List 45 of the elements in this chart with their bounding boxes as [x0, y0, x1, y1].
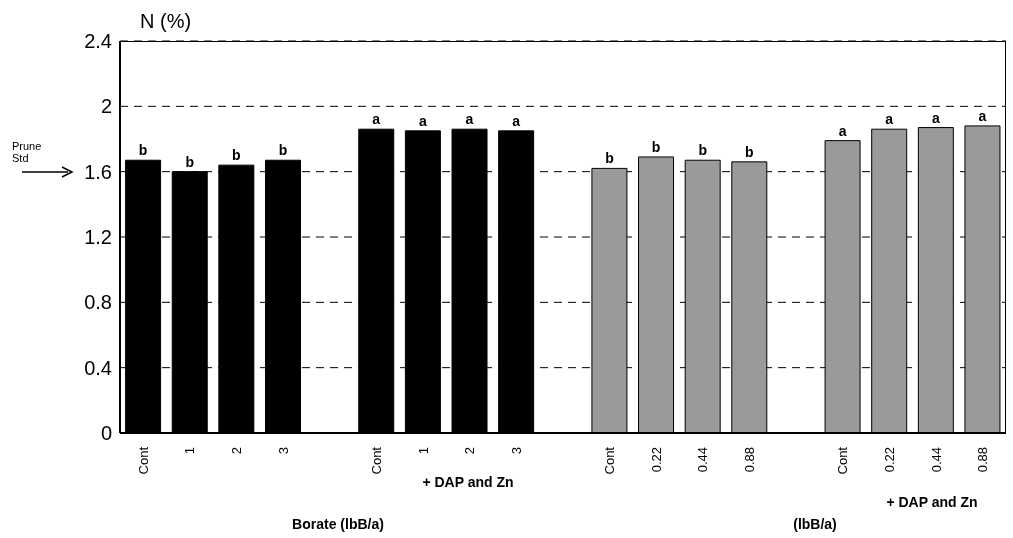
text: Borate (lbB/a)	[292, 516, 384, 532]
x-tick-label: Cont	[835, 446, 851, 475]
x-tick-label: 3	[508, 447, 524, 455]
x-tick-label: 0.88	[742, 447, 758, 473]
y-tick-label: 1.6	[84, 160, 112, 183]
data-label: b	[745, 143, 754, 160]
x-tick-label: 2	[462, 447, 478, 455]
x-tick-label: Cont	[368, 446, 384, 475]
x-tick-label: 1	[182, 447, 198, 455]
data-label: b	[232, 147, 241, 164]
x-tick-label: 2	[229, 447, 245, 455]
y-tick-label: 2	[100, 95, 112, 118]
data-label: a	[838, 122, 847, 139]
data-label: b	[185, 153, 195, 170]
x-tick-label: 0.22	[648, 447, 664, 473]
text: + DAP and Zn	[422, 474, 514, 490]
data-label: a	[978, 107, 987, 124]
x-tick-label: 0.88	[975, 447, 991, 473]
text: + DAP and Zn	[886, 494, 978, 510]
y-tick-label: 0.4	[84, 356, 112, 379]
data-label: a	[885, 111, 894, 128]
data-label: a	[931, 109, 940, 126]
y-axis-title: N (%)	[140, 10, 192, 33]
data-label: a	[372, 111, 381, 128]
data-label: b	[278, 142, 288, 159]
data-label: b	[698, 142, 707, 159]
x-tick-label: 0.44	[928, 447, 944, 473]
x-tick-label: 3	[275, 447, 291, 455]
y-tick-label: 0.8	[84, 291, 112, 314]
data-label: b	[651, 138, 661, 155]
x-tick-label: 0.22	[881, 447, 897, 473]
y-tick-label: 2.4	[84, 30, 112, 53]
data-label: b	[605, 150, 614, 167]
x-tick-label: Cont	[135, 446, 151, 475]
data-label: a	[465, 111, 474, 128]
y-tick-label: 0	[100, 422, 112, 445]
text: Prune Std	[12, 140, 43, 164]
x-tick-label: 1	[415, 447, 431, 455]
data-label: a	[512, 112, 521, 129]
y-tick-label: 1.2	[84, 226, 112, 249]
data-label: b	[138, 142, 148, 159]
x-tick-label: Cont	[602, 446, 618, 475]
text: (lbB/a)	[793, 516, 837, 532]
data-label: a	[418, 112, 427, 129]
x-tick-label: 0.44	[695, 447, 711, 473]
